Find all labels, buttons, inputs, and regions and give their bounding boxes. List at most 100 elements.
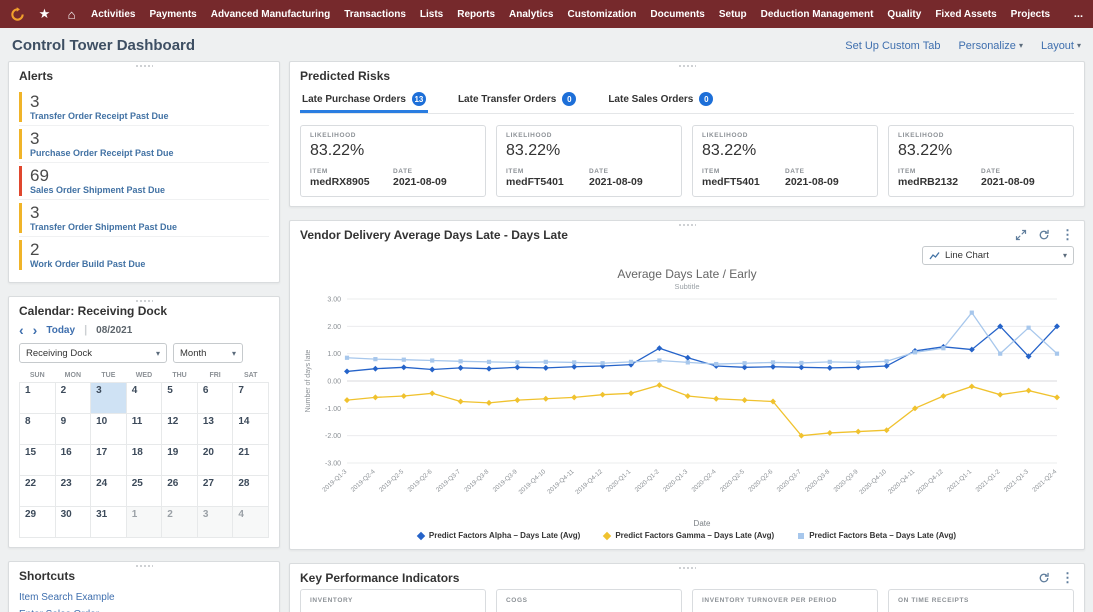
kpi-card[interactable]: ON TIME RECEIPTS — [888, 589, 1074, 612]
alert-item[interactable]: 3Transfer Order Shipment Past Due — [19, 200, 269, 237]
expand-icon[interactable] — [1015, 229, 1027, 241]
calendar-day-cell[interactable]: 6 — [197, 383, 233, 414]
nav-item-advanced-manufacturing[interactable]: Advanced Manufacturing — [211, 9, 330, 20]
calendar-day-cell[interactable]: 7 — [233, 383, 269, 414]
nav-item-documents[interactable]: Documents — [650, 9, 704, 20]
nav-item-projects[interactable]: Projects — [1011, 9, 1050, 20]
kebab-menu-icon[interactable]: ⋮ — [1061, 229, 1074, 241]
calendar-day-cell[interactable]: 28 — [233, 476, 269, 507]
calendar-day-cell[interactable]: 26 — [162, 476, 198, 507]
risk-tab[interactable]: Late Purchase Orders13 — [300, 89, 428, 113]
legend-item[interactable]: Predict Factors Gamma – Days Late (Avg) — [604, 531, 774, 540]
personalize-menu[interactable]: Personalize▾ — [958, 40, 1023, 52]
legend-item[interactable]: Predict Factors Beta – Days Late (Avg) — [798, 531, 956, 540]
calendar-day-cell[interactable]: 5 — [162, 383, 198, 414]
calendar-day-cell[interactable]: 4 — [233, 507, 269, 538]
calendar-day-cell[interactable]: 3 — [91, 383, 127, 414]
nav-item-payments[interactable]: Payments — [149, 9, 196, 20]
calendar-day-cell[interactable]: 10 — [91, 414, 127, 445]
calendar-day-cell[interactable]: 8 — [20, 414, 56, 445]
calendar-day-cell[interactable]: 20 — [197, 445, 233, 476]
refresh-icon[interactable] — [1038, 229, 1050, 241]
nav-item-transactions[interactable]: Transactions — [344, 9, 406, 20]
calendar-day-cell[interactable]: 12 — [162, 414, 198, 445]
view-select[interactable]: Month ▾ — [173, 343, 243, 363]
nav-item-lists[interactable]: Lists — [420, 9, 443, 20]
kpi-card[interactable]: COGS — [496, 589, 682, 612]
nav-item-analytics[interactable]: Analytics — [509, 9, 553, 20]
calendar-day-cell[interactable]: 13 — [197, 414, 233, 445]
calendar-day-cell[interactable]: 31 — [91, 507, 127, 538]
risk-card[interactable]: LIKELIHOOD83.22%ITEMmedRB2132DATE2021-08… — [888, 125, 1074, 197]
calendar-day-cell[interactable]: 14 — [233, 414, 269, 445]
nav-item-customization[interactable]: Customization — [568, 9, 637, 20]
nav-item-quality[interactable]: Quality — [887, 9, 921, 20]
alert-item[interactable]: 2Work Order Build Past Due — [19, 237, 269, 273]
nav-item-setup[interactable]: Setup — [719, 9, 747, 20]
risk-tab[interactable]: Late Sales Orders0 — [606, 89, 715, 113]
risk-card[interactable]: LIKELIHOOD83.22%ITEMmedFT5401DATE2021-08… — [496, 125, 682, 197]
alert-label[interactable]: Sales Order Shipment Past Due — [30, 185, 269, 196]
calendar-day-cell[interactable]: 15 — [20, 445, 56, 476]
home-icon[interactable]: ⌂ — [64, 7, 79, 22]
risk-card[interactable]: LIKELIHOOD83.22%ITEMmedFT5401DATE2021-08… — [692, 125, 878, 197]
calendar-day-cell[interactable]: 17 — [91, 445, 127, 476]
risk-card[interactable]: LIKELIHOOD83.22%ITEMmedRX8905DATE2021-08… — [300, 125, 486, 197]
alert-item[interactable]: 69Sales Order Shipment Past Due — [19, 163, 269, 200]
calendar-day-cell[interactable]: 2 — [162, 507, 198, 538]
alert-label[interactable]: Transfer Order Shipment Past Due — [30, 222, 269, 233]
calendar-day-cell[interactable]: 9 — [55, 414, 91, 445]
panel-drag-handle[interactable] — [135, 564, 153, 568]
calendar-day-cell[interactable]: 1 — [126, 507, 162, 538]
calendar-day-cell[interactable]: 1 — [20, 383, 56, 414]
calendar-day-cell[interactable]: 3 — [197, 507, 233, 538]
calendar-day-cell[interactable]: 19 — [162, 445, 198, 476]
calendar-day-cell[interactable]: 24 — [91, 476, 127, 507]
nav-item-activities[interactable]: Activities — [91, 9, 135, 20]
nav-item-reports[interactable]: Reports — [457, 9, 495, 20]
calendar-day-cell[interactable]: 22 — [20, 476, 56, 507]
nav-more-button[interactable]: ... — [1074, 8, 1083, 20]
kpi-card[interactable]: INVENTORY TURNOVER PER PERIOD — [692, 589, 878, 612]
shortcut-link[interactable]: Enter Sales Order — [19, 606, 269, 612]
panel-drag-handle[interactable] — [135, 64, 153, 68]
chart-type-select[interactable]: Line Chart ▾ — [922, 246, 1074, 265]
risk-tab[interactable]: Late Transfer Orders0 — [456, 89, 578, 113]
dock-select[interactable]: Receiving Dock ▾ — [19, 343, 167, 363]
next-month-button[interactable]: › — [33, 324, 38, 336]
alert-item[interactable]: 3Purchase Order Receipt Past Due — [19, 126, 269, 163]
kpi-card[interactable]: INVENTORY — [300, 589, 486, 612]
layout-menu[interactable]: Layout▾ — [1041, 40, 1081, 52]
refresh-icon[interactable] — [1038, 572, 1050, 584]
calendar-day-cell[interactable]: 27 — [197, 476, 233, 507]
calendar-day-cell[interactable]: 29 — [20, 507, 56, 538]
kebab-menu-icon[interactable]: ⋮ — [1061, 572, 1074, 584]
shortcut-link[interactable]: Item Search Example — [19, 589, 269, 606]
star-icon[interactable]: ★ — [37, 7, 52, 22]
nav-item-fixed-assets[interactable]: Fixed Assets — [935, 9, 996, 20]
calendar-day-cell[interactable]: 4 — [126, 383, 162, 414]
panel-drag-handle[interactable] — [678, 64, 696, 68]
nav-item-deduction-management[interactable]: Deduction Management — [761, 9, 874, 20]
setup-custom-tab-link[interactable]: Set Up Custom Tab — [845, 40, 940, 52]
calendar-day-cell[interactable]: 21 — [233, 445, 269, 476]
prev-month-button[interactable]: ‹ — [19, 324, 24, 336]
today-button[interactable]: Today — [46, 325, 75, 336]
calendar-day-cell[interactable]: 2 — [55, 383, 91, 414]
calendar-day-cell[interactable]: 18 — [126, 445, 162, 476]
panel-drag-handle[interactable] — [135, 299, 153, 303]
calendar-day-cell[interactable]: 16 — [55, 445, 91, 476]
panel-drag-handle[interactable] — [678, 566, 696, 570]
calendar-day-cell[interactable]: 11 — [126, 414, 162, 445]
netsuite-logo-icon[interactable] — [10, 7, 25, 22]
svg-text:2019-Q3-9: 2019-Q3-9 — [492, 468, 519, 494]
alert-label[interactable]: Transfer Order Receipt Past Due — [30, 111, 269, 122]
calendar-day-cell[interactable]: 23 — [55, 476, 91, 507]
alert-label[interactable]: Work Order Build Past Due — [30, 259, 269, 270]
panel-drag-handle[interactable] — [678, 223, 696, 227]
calendar-day-cell[interactable]: 25 — [126, 476, 162, 507]
legend-item[interactable]: Predict Factors Alpha – Days Late (Avg) — [418, 531, 580, 540]
alert-item[interactable]: 3Transfer Order Receipt Past Due — [19, 89, 269, 126]
calendar-day-cell[interactable]: 30 — [55, 507, 91, 538]
alert-label[interactable]: Purchase Order Receipt Past Due — [30, 148, 269, 159]
